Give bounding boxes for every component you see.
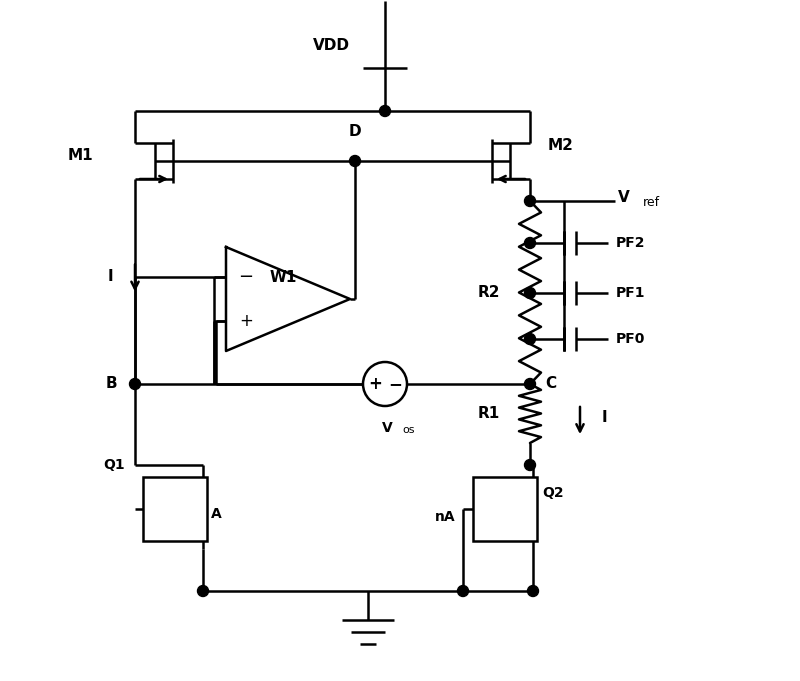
Circle shape	[527, 586, 538, 597]
Text: R2: R2	[478, 285, 500, 300]
Circle shape	[458, 586, 469, 597]
Text: M1: M1	[67, 148, 93, 163]
Text: +: +	[239, 312, 253, 330]
Text: R1: R1	[478, 406, 500, 421]
Circle shape	[379, 106, 390, 116]
Text: M2: M2	[548, 138, 574, 153]
Text: −: −	[388, 375, 402, 393]
Circle shape	[525, 195, 535, 206]
Circle shape	[198, 586, 209, 597]
Bar	[473, 477, 537, 541]
Text: nA: nA	[434, 510, 455, 524]
Text: os: os	[402, 425, 414, 435]
Text: D: D	[349, 124, 362, 139]
Text: −: −	[238, 268, 254, 286]
Text: I: I	[602, 409, 608, 424]
Text: I: I	[107, 269, 113, 284]
Circle shape	[130, 379, 141, 390]
Circle shape	[525, 460, 535, 471]
Circle shape	[525, 379, 535, 390]
Text: A: A	[211, 507, 222, 521]
Text: PF0: PF0	[616, 332, 646, 346]
Text: Q1: Q1	[103, 458, 125, 472]
Text: +: +	[368, 375, 382, 393]
Text: PF1: PF1	[616, 286, 646, 300]
Text: PF2: PF2	[616, 236, 646, 250]
Text: V: V	[618, 189, 630, 204]
Text: C: C	[545, 377, 556, 392]
Bar	[143, 477, 207, 541]
Circle shape	[525, 334, 535, 345]
Text: ref: ref	[643, 195, 660, 208]
Circle shape	[525, 287, 535, 298]
Text: V: V	[382, 421, 392, 435]
Text: Q2: Q2	[542, 486, 564, 500]
Circle shape	[525, 238, 535, 249]
Text: W1: W1	[270, 270, 297, 285]
Text: B: B	[106, 377, 117, 392]
Text: VDD: VDD	[313, 39, 350, 54]
Circle shape	[350, 155, 361, 166]
